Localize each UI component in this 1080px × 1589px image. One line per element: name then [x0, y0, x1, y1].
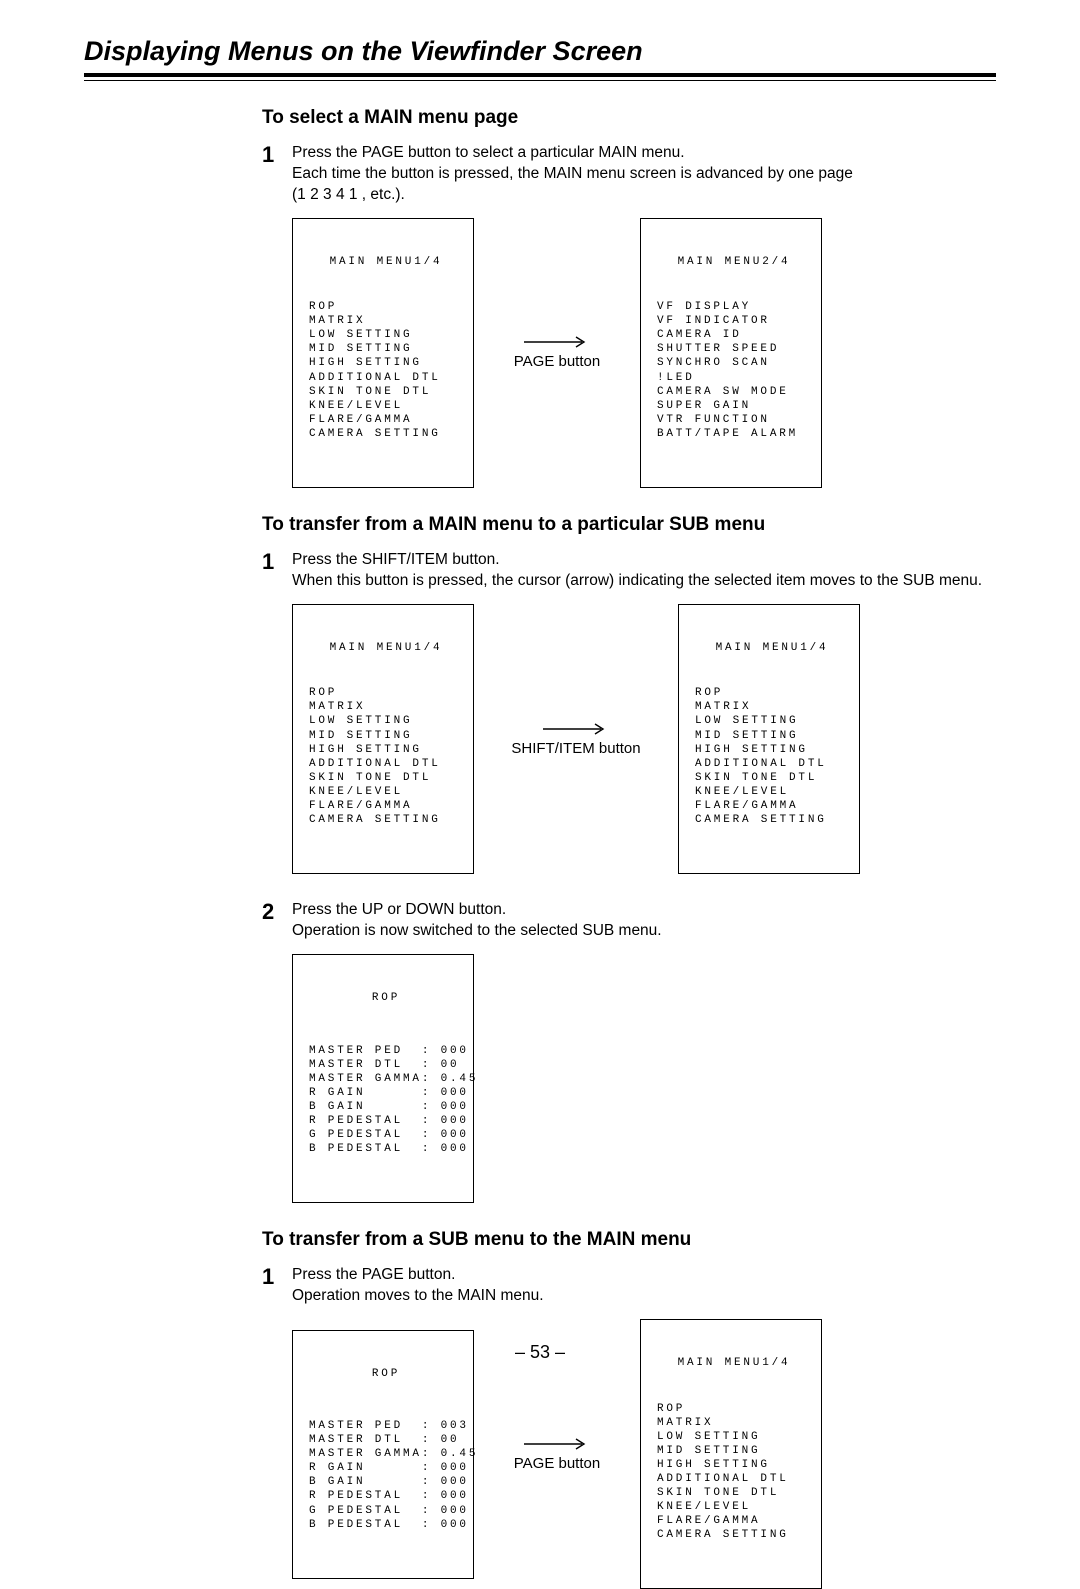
menu-box-lines: ROP MATRIX LOW SETTING MID SETTING HIGH … — [309, 686, 463, 827]
menu-box-lines: ROP MATRIX LOW SETTING MID SETTING HIGH … — [695, 686, 849, 827]
s3-step1: 1 Press the PAGE button. Operation moves… — [262, 1265, 986, 1307]
step-body: Press the UP or DOWN button. Operation i… — [292, 900, 986, 942]
arrow-label: PAGE button — [514, 1455, 600, 1472]
text-line: Press the PAGE button. — [292, 1265, 986, 1286]
menu-box-title: ROP — [309, 1367, 463, 1381]
menu-box-lines: MASTER PED : 003 MASTER DTL : 00 MASTER … — [309, 1419, 463, 1532]
menu-box-title: MAIN MENU1/4 — [309, 641, 463, 655]
s2-step2: 2 Press the UP or DOWN button. Operation… — [262, 900, 986, 942]
step-number: 1 — [262, 550, 292, 592]
text-line: Press the SHIFT/ITEM button. — [292, 550, 986, 571]
menu-box-lines: ROP MATRIX LOW SETTING MID SETTING HIGH … — [657, 1402, 811, 1543]
s2-diagram1: MAIN MENU1/4 ROP MATRIX LOW SETTING MID … — [292, 604, 986, 874]
text-line: Operation is now switched to the selecte… — [292, 921, 986, 942]
s2-diagram2: ROP MASTER PED : 000 MASTER DTL : 00 MAS… — [292, 954, 986, 1203]
s1-diagram: MAIN MENU1/4 ROP MATRIX LOW SETTING MID … — [292, 218, 986, 488]
section-heading-3: To transfer from a SUB menu to the MAIN … — [262, 1229, 986, 1251]
step-body: Press the SHIFT/ITEM button. When this b… — [292, 550, 986, 592]
menu-box-rop: ROP MASTER PED : 003 MASTER DTL : 00 MAS… — [292, 1330, 474, 1579]
title-rule — [84, 73, 996, 81]
menu-box-title: ROP — [309, 991, 463, 1005]
menu-box-lines: VF DISPLAY VF INDICATOR CAMERA ID SHUTTE… — [657, 300, 811, 441]
section-heading-2: To transfer from a MAIN menu to a partic… — [262, 514, 986, 536]
menu-box-main1-b: MAIN MENU1/4 ROP MATRIX LOW SETTING MID … — [678, 604, 860, 874]
menu-box-title: MAIN MENU1/4 — [309, 255, 463, 269]
arrow-right-icon — [522, 335, 592, 349]
page-number: – 53 – — [0, 1342, 1080, 1363]
section-heading-1: To select a MAIN menu page — [262, 107, 986, 129]
menu-box-title: MAIN MENU2/4 — [657, 255, 811, 269]
step-number: 1 — [262, 1265, 292, 1307]
arrow-right-icon — [541, 722, 611, 736]
text-line: Press the UP or DOWN button. — [292, 900, 986, 921]
menu-box-main2: MAIN MENU2/4 VF DISPLAY VF INDICATOR CAM… — [640, 218, 822, 488]
arrow-col: PAGE button — [482, 335, 632, 370]
content-area: To select a MAIN menu page 1 Press the P… — [84, 107, 996, 1589]
menu-box-main1: MAIN MENU1/4 ROP MATRIX LOW SETTING MID … — [292, 604, 474, 874]
arrow-col: SHIFT/ITEM button — [482, 722, 670, 757]
text-line: (1 2 3 4 1 , etc.). — [292, 185, 986, 206]
text-line: Each time the button is pressed, the MAI… — [292, 164, 986, 185]
menu-box-lines: MASTER PED : 000 MASTER DTL : 00 MASTER … — [309, 1044, 463, 1157]
arrow-col: PAGE button — [482, 1437, 632, 1472]
text-line: Press the PAGE button to select a partic… — [292, 143, 986, 164]
arrow-right-icon — [522, 1437, 592, 1451]
page-title: Displaying Menus on the Viewfinder Scree… — [84, 36, 996, 73]
menu-box-main1: MAIN MENU1/4 ROP MATRIX LOW SETTING MID … — [292, 218, 474, 488]
text-line: When this button is pressed, the cursor … — [292, 571, 986, 592]
step-number: 2 — [262, 900, 292, 942]
s2-step1: 1 Press the SHIFT/ITEM button. When this… — [262, 550, 986, 592]
s1-step1: 1 Press the PAGE button to select a part… — [262, 143, 986, 206]
arrow-label: SHIFT/ITEM button — [511, 740, 640, 757]
step-body: Press the PAGE button to select a partic… — [292, 143, 986, 206]
step-number: 1 — [262, 143, 292, 206]
menu-box-lines: ROP MATRIX LOW SETTING MID SETTING HIGH … — [309, 300, 463, 441]
arrow-label: PAGE button — [514, 353, 600, 370]
step-body: Press the PAGE button. Operation moves t… — [292, 1265, 986, 1307]
menu-box-title: MAIN MENU1/4 — [695, 641, 849, 655]
text-line: Operation moves to the MAIN menu. — [292, 1286, 986, 1307]
menu-box-rop: ROP MASTER PED : 000 MASTER DTL : 00 MAS… — [292, 954, 474, 1203]
